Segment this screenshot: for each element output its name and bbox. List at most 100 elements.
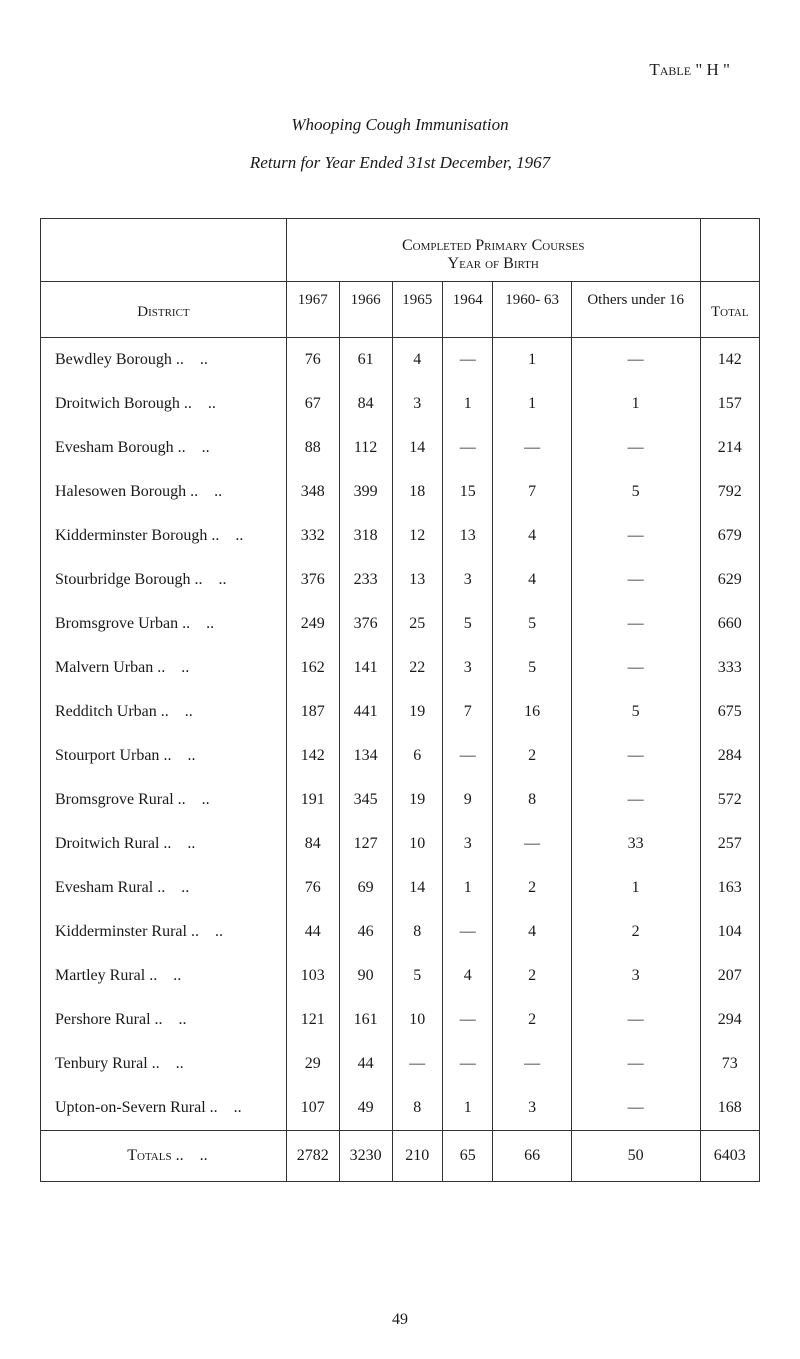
y1965-cell: 19 [392, 778, 442, 822]
y1960_63-cell: — [493, 822, 571, 866]
y1964-cell: — [442, 338, 492, 383]
district-name-text: Kidderminster Rural [55, 923, 223, 940]
total-cell: 679 [700, 514, 759, 558]
others-cell: — [571, 998, 700, 1042]
district-name-text: Bromsgrove Rural [55, 791, 210, 808]
table-row: Bromsgrove Rural1913451998—572 [41, 778, 760, 822]
others-cell: — [571, 602, 700, 646]
y1960_63-cell: 16 [493, 690, 571, 734]
district-cell: Redditch Urban [41, 690, 287, 734]
total-cell: 73 [700, 1042, 759, 1086]
totals-label: Totals [41, 1131, 287, 1182]
y1965-cell: 14 [392, 866, 442, 910]
col-header-district: District [41, 282, 287, 338]
total-cell: 214 [700, 426, 759, 470]
y1960_63-cell: 4 [493, 910, 571, 954]
total-cell: 629 [700, 558, 759, 602]
y1960_63-cell: 5 [493, 602, 571, 646]
y1964-cell: 1 [442, 382, 492, 426]
y1964-cell: 7 [442, 690, 492, 734]
district-name-text: Stourport Urban [55, 747, 195, 764]
y1967-cell: 121 [286, 998, 339, 1042]
district-name-text: Evesham Borough [55, 439, 210, 456]
y1964-cell: 3 [442, 646, 492, 690]
y1966-cell: 46 [339, 910, 392, 954]
total-cell: 104 [700, 910, 759, 954]
district-cell: Kidderminster Rural [41, 910, 287, 954]
y1967-cell: 249 [286, 602, 339, 646]
y1960_63-cell: 2 [493, 734, 571, 778]
y1965-cell: 8 [392, 1086, 442, 1131]
district-cell: Upton-on-Severn Rural [41, 1086, 287, 1131]
district-name-text: Droitwich Borough [55, 395, 216, 412]
district-name-text: Bewdley Borough [55, 351, 208, 368]
y1960_63-cell: 1 [493, 382, 571, 426]
y1966-cell: 84 [339, 382, 392, 426]
y1966-cell: 44 [339, 1042, 392, 1086]
header-block-line1: Completed Primary Courses [402, 237, 584, 254]
y1964-cell: 9 [442, 778, 492, 822]
y1965-cell: 25 [392, 602, 442, 646]
y1967-cell: 103 [286, 954, 339, 998]
total-cell: 163 [700, 866, 759, 910]
district-name-text: Kidderminster Borough [55, 527, 243, 544]
total-cell: 207 [700, 954, 759, 998]
others-cell: 2 [571, 910, 700, 954]
total-cell: 792 [700, 470, 759, 514]
table-row: Redditch Urban187441197165675 [41, 690, 760, 734]
total-cell: 257 [700, 822, 759, 866]
y1966-cell: 127 [339, 822, 392, 866]
y1966-cell: 399 [339, 470, 392, 514]
y1967-cell: 191 [286, 778, 339, 822]
others-cell: 3 [571, 954, 700, 998]
y1966-cell: 345 [339, 778, 392, 822]
y1964-cell: — [442, 426, 492, 470]
y1964-cell: 4 [442, 954, 492, 998]
immunisation-table: Completed Primary Courses Year of Birth … [40, 218, 760, 1182]
table-row: Halesowen Borough348399181575792 [41, 470, 760, 514]
table-row: Bromsgrove Urban2493762555—660 [41, 602, 760, 646]
y1964-cell: 3 [442, 558, 492, 602]
totals-1964: 65 [442, 1131, 492, 1182]
y1965-cell: 10 [392, 822, 442, 866]
others-cell: — [571, 1086, 700, 1131]
district-name-text: Bromsgrove Urban [55, 615, 214, 632]
others-cell: 1 [571, 866, 700, 910]
y1965-cell: 5 [392, 954, 442, 998]
y1964-cell: — [442, 734, 492, 778]
district-cell: Bromsgrove Rural [41, 778, 287, 822]
y1966-cell: 69 [339, 866, 392, 910]
district-cell: Kidderminster Borough [41, 514, 287, 558]
others-cell: — [571, 514, 700, 558]
district-name-text: Tenbury Rural [55, 1055, 184, 1072]
col-header-total: Total [700, 282, 759, 338]
y1965-cell: 18 [392, 470, 442, 514]
y1964-cell: — [442, 998, 492, 1042]
y1966-cell: 376 [339, 602, 392, 646]
district-name-text: Upton-on-Severn Rural [55, 1099, 242, 1116]
y1965-cell: 22 [392, 646, 442, 690]
table-row: Droitwich Rural84127103—33257 [41, 822, 760, 866]
col-header-1967: 1967 [286, 282, 339, 338]
y1967-cell: 88 [286, 426, 339, 470]
others-cell: 33 [571, 822, 700, 866]
col-header-1964: 1964 [442, 282, 492, 338]
y1960_63-cell: — [493, 1042, 571, 1086]
y1964-cell: 13 [442, 514, 492, 558]
y1967-cell: 76 [286, 338, 339, 383]
y1967-cell: 84 [286, 822, 339, 866]
table-label: Table " H " [40, 60, 760, 80]
header-block-line2: Year of Birth [448, 255, 539, 272]
y1960_63-cell: 2 [493, 998, 571, 1042]
y1967-cell: 376 [286, 558, 339, 602]
page-number: 49 [0, 1311, 800, 1329]
y1966-cell: 141 [339, 646, 392, 690]
y1960_63-cell: 3 [493, 1086, 571, 1131]
header-block-title: Completed Primary Courses Year of Birth [286, 219, 700, 282]
y1966-cell: 318 [339, 514, 392, 558]
y1960_63-cell: 5 [493, 646, 571, 690]
table-row: Evesham Rural766914121163 [41, 866, 760, 910]
district-name-text: Droitwich Rural [55, 835, 195, 852]
totals-1966: 3230 [339, 1131, 392, 1182]
others-cell: 5 [571, 690, 700, 734]
